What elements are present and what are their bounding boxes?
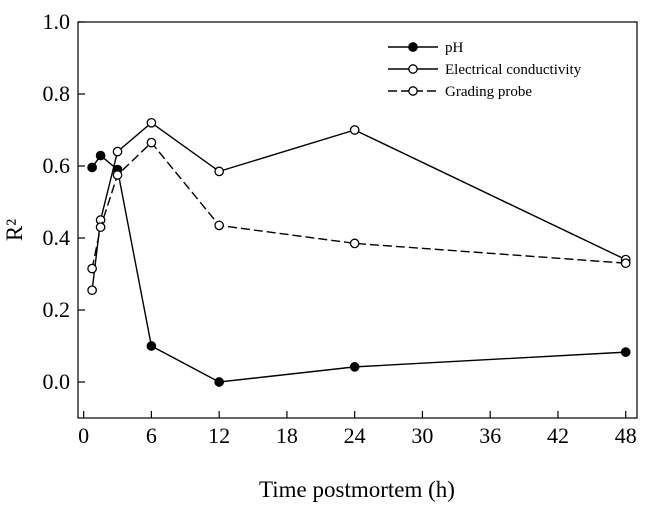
x-tick-label: 30 — [411, 423, 433, 448]
data-point — [349, 125, 360, 135]
x-tick-label: 42 — [547, 423, 569, 448]
y-tick-label: 0.6 — [43, 153, 71, 178]
data-point — [87, 263, 97, 274]
data-point — [214, 166, 225, 177]
legend-marker — [408, 86, 418, 96]
series-line — [91, 154, 626, 383]
legend-label: pH — [445, 40, 464, 56]
y-tick-label: 0.8 — [43, 81, 71, 106]
x-tick-label: 36 — [479, 423, 501, 448]
data-point — [146, 117, 157, 128]
data-point — [214, 220, 225, 231]
legend-label: Electrical conductivity — [445, 62, 582, 78]
data-point — [349, 238, 360, 249]
series-line — [91, 141, 626, 269]
legend-label: Grading probe — [445, 84, 532, 100]
data-point — [112, 146, 123, 157]
data-point — [95, 222, 106, 233]
x-tick-label: 6 — [146, 423, 157, 448]
legend-marker — [408, 64, 418, 74]
y-tick-label: 0.4 — [43, 225, 71, 250]
x-tick-label: 48 — [615, 423, 637, 448]
y-tick-label: 0.2 — [43, 297, 71, 322]
data-point — [620, 258, 631, 269]
data-point — [620, 347, 631, 357]
data-point — [349, 362, 360, 372]
y-tick-label: 0.0 — [43, 369, 71, 394]
x-tick-label: 0 — [78, 423, 89, 448]
y-tick-label: 1.0 — [43, 9, 71, 34]
x-tick-label: 18 — [276, 423, 298, 448]
data-point — [87, 162, 97, 173]
plot-frame — [77, 21, 638, 419]
y-axis-label: R² — [2, 219, 27, 241]
legend-marker — [408, 42, 418, 52]
x-tick-label: 24 — [344, 423, 366, 448]
data-point — [95, 150, 106, 161]
data-point — [146, 137, 157, 148]
data-point — [214, 377, 225, 387]
data-point — [146, 341, 157, 351]
data-point — [112, 170, 123, 180]
data-point — [87, 285, 97, 296]
x-axis-label: Time postmortem (h) — [259, 477, 455, 502]
x-tick-label: 12 — [208, 423, 230, 448]
series-line — [91, 121, 627, 291]
